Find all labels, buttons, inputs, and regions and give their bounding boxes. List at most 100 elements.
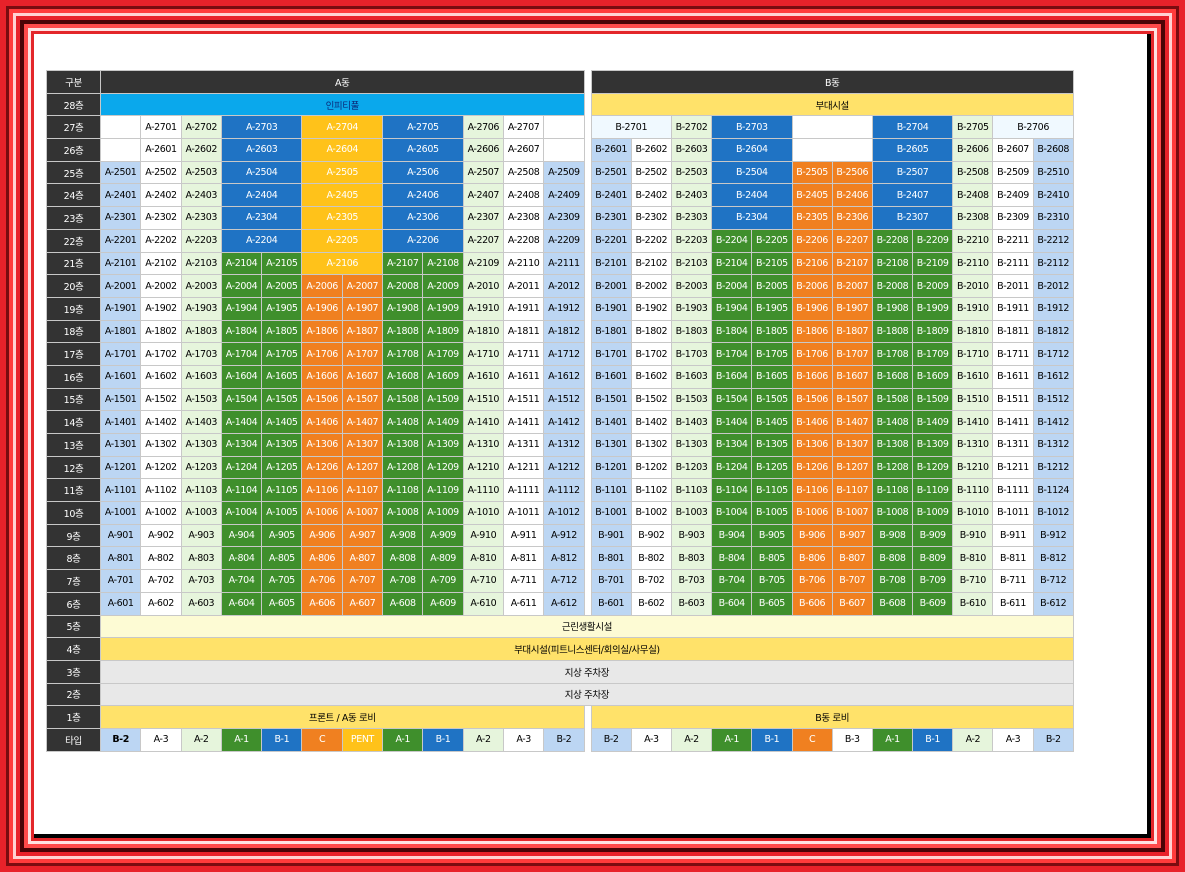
type-cell: B-1: [261, 727, 303, 752]
infinity-pool: 인피티풀: [100, 92, 585, 117]
unit-cell: B-2503: [670, 160, 713, 185]
unit-cell: A-806: [301, 546, 343, 571]
unit-cell: B-1901: [590, 296, 632, 321]
type-cell: A-1: [711, 727, 753, 752]
floor-row: 26층 A-2601 A-2602 A-2603 A-2604 A-2605 A-2606 A…: [46, 138, 1074, 162]
unit-cell: B-1409: [912, 410, 954, 434]
unit-cell: B-610: [952, 591, 994, 616]
building-gap: [584, 569, 592, 593]
unit-cell: A-1904: [220, 296, 263, 321]
unit-cell: B-1507: [831, 387, 873, 412]
floor-label: 20층: [46, 274, 101, 298]
unit-cell: A-709: [422, 569, 464, 593]
floor-row: 10층 A-1001 A-1002 A-1003 A-1004 A-1005 A-1006 A…: [46, 501, 1074, 525]
unit-cell: A-2201: [99, 228, 142, 253]
unit-cell: A-602: [140, 591, 182, 616]
unit-cell: A-1201: [99, 455, 142, 480]
unit-cell: A-1306: [301, 433, 343, 457]
unit-cell: B-1107: [831, 478, 873, 503]
unit-cell: A-801: [99, 546, 142, 571]
unit-cell: B-1905: [751, 296, 793, 321]
unit-cell: B-1210: [952, 455, 994, 480]
unit-cell: B-2510: [1032, 160, 1074, 185]
unit-cell: B-704: [711, 569, 753, 593]
unit-cell: A-1011: [502, 501, 545, 525]
unit-cell: B-807: [831, 546, 873, 571]
unit-cell: A-1102: [140, 478, 182, 503]
unit-cell: A-1007: [341, 501, 384, 525]
unit-cell: A-711: [502, 569, 545, 593]
unit-cell: B-1709: [912, 342, 954, 366]
empty-cell: [99, 138, 142, 162]
unit-cell: A-604: [220, 591, 263, 616]
unit-cell: A-1408: [382, 410, 424, 434]
floor-row: 2층 지상 주차장: [46, 682, 1074, 707]
unit-cell: A-802: [140, 546, 182, 571]
unit-cell: A-1812: [543, 319, 585, 344]
building-gap: [584, 138, 592, 162]
unit-cell: B-2404: [711, 183, 793, 208]
unit-cell: B-603: [670, 591, 713, 616]
unit-cell: B-1802: [630, 319, 672, 344]
unit-cell: A-1902: [140, 296, 182, 321]
building-gap: [584, 410, 592, 434]
floor-row: 6층 A-601 A-602 A-603 A-604 A-605 A-606 A-607 A-6…: [46, 591, 1074, 616]
unit-cell: B-1212: [1032, 455, 1074, 480]
unit-cell: B-1204: [711, 455, 753, 480]
unit-cell: A-2701: [140, 115, 182, 140]
unit-cell: A-1612: [543, 364, 585, 389]
floor-label: 14층: [46, 410, 101, 434]
unit-cell: B-1610: [952, 364, 994, 389]
unit-cell: B-2001: [590, 274, 632, 298]
type-cell: B-2: [1032, 727, 1074, 752]
unit-cell: A-2305: [301, 206, 384, 230]
lobby-b: B동 로비: [590, 705, 1074, 729]
floor-row: 18층 A-1801 A-1802 A-1803 A-1804 A-1805 A-1806 A…: [46, 319, 1074, 344]
unit-cell: A-808: [382, 546, 424, 571]
unit-cell: B-1010: [952, 501, 994, 525]
unit-cell: A-1112: [543, 478, 585, 503]
unit-cell: B-2309: [992, 206, 1034, 230]
unit-cell: B-1209: [912, 455, 954, 480]
unit-cell: B-1402: [630, 410, 672, 434]
unit-cell: B-1308: [871, 433, 914, 457]
building-gap: [584, 728, 592, 752]
unit-cell: B-1302: [630, 433, 672, 457]
unit-cell: A-1407: [341, 410, 384, 434]
unit-cell: B-806: [791, 546, 833, 571]
unit-cell: B-2306: [831, 206, 873, 230]
unit-cell: A-2004: [220, 274, 263, 298]
unit-cell: B-1809: [912, 319, 954, 344]
unit-cell: B-602: [630, 591, 672, 616]
unit-cell: B-2704: [871, 115, 954, 140]
unit-cell: B-2107: [831, 251, 873, 276]
unit-cell: B-1006: [791, 501, 833, 525]
unit-cell: A-2309: [543, 206, 585, 230]
floor-label: 3층: [46, 659, 101, 684]
empty-cell: [791, 138, 873, 162]
unit-cell: A-1504: [220, 387, 263, 412]
unit-cell: B-2701: [590, 115, 672, 140]
unit-cell: B-2402: [630, 183, 672, 208]
floor-label: 26층: [46, 138, 101, 162]
unit-cell: B-1505: [751, 387, 793, 412]
unit-cell: B-2406: [831, 183, 873, 208]
unit-cell: A-1803: [180, 319, 222, 344]
unit-cell: A-2504: [220, 160, 303, 185]
unit-cell: A-2602: [180, 138, 222, 162]
unit-cell: B-1705: [751, 342, 793, 366]
unit-cell: B-1711: [992, 342, 1034, 366]
unit-cell: A-1111: [502, 478, 545, 503]
unit-cell: B-2305: [791, 206, 833, 230]
unit-cell: B-1406: [791, 410, 833, 434]
floor-row: 12층 A-1201 A-1202 A-1203 A-1204 A-1205 A-1206 A…: [46, 455, 1074, 480]
unit-cell: B-904: [711, 523, 753, 548]
type-cell: B-1: [912, 727, 954, 752]
unit-cell: A-1402: [140, 410, 182, 434]
type-cell: B-1: [422, 727, 464, 752]
unit-cell: A-1901: [99, 296, 142, 321]
unit-cell: A-2107: [382, 251, 424, 276]
building-gap: [584, 320, 592, 343]
unit-cell: B-2705: [952, 115, 994, 140]
unit-cell: A-1508: [382, 387, 424, 412]
